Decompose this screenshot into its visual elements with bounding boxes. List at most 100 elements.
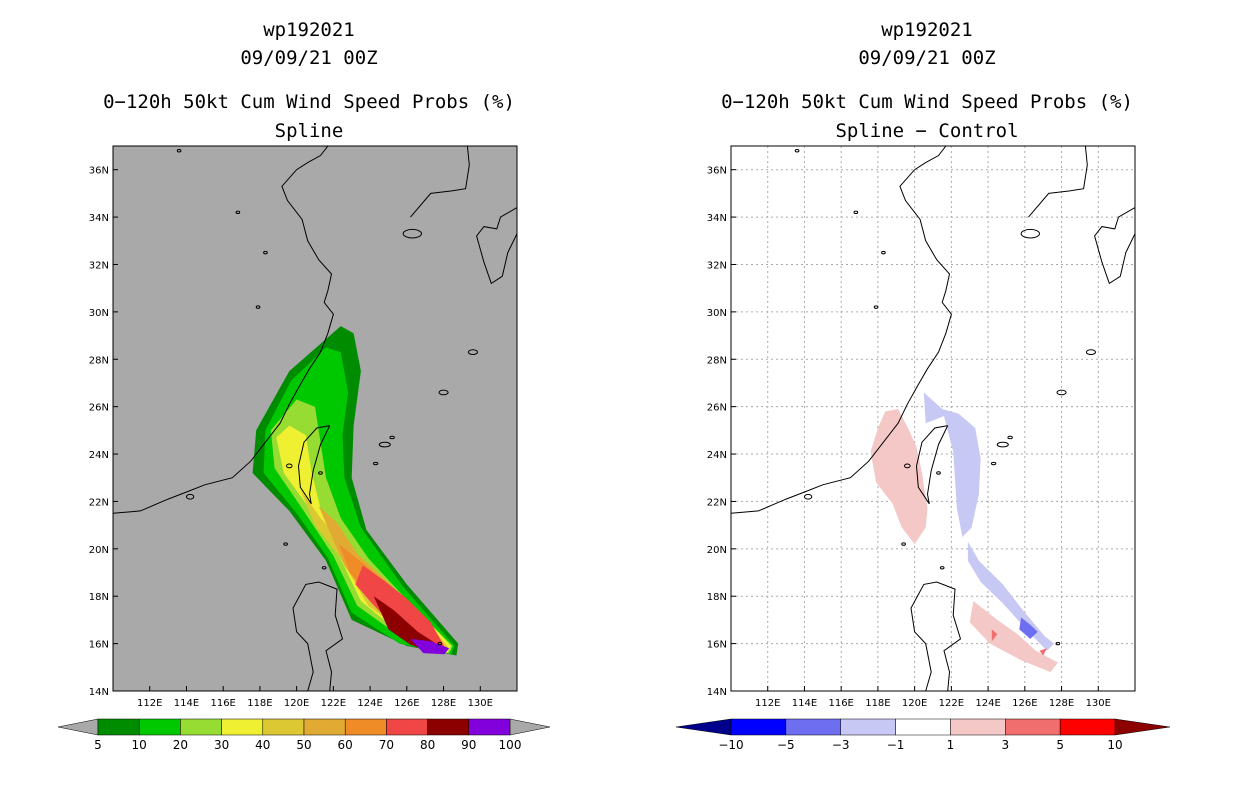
colorbar-swatch <box>950 718 1006 736</box>
y-tick-label: 34N <box>89 213 109 224</box>
storm-id: wp192021 <box>881 19 973 41</box>
y-tick-label: 30N <box>89 308 109 319</box>
island-outline <box>321 566 327 570</box>
island-outline <box>1056 389 1067 396</box>
island-outline <box>873 305 879 309</box>
colorbar-label: 100 <box>499 738 522 752</box>
y-tick-label: 16N <box>89 640 109 651</box>
y-tick-label: 24N <box>89 450 109 461</box>
island-outline <box>1055 641 1061 646</box>
colorbar-arrow-high <box>1114 718 1171 736</box>
island-outline <box>255 305 261 309</box>
y-tick-label: 28N <box>89 355 109 366</box>
island-outline <box>402 228 423 239</box>
island-outline <box>901 542 906 546</box>
island-outline <box>1085 349 1097 356</box>
contour-level-90 <box>410 638 450 655</box>
colorbar-swatch <box>303 718 346 736</box>
island-outline <box>389 435 395 440</box>
island-outline <box>378 441 391 448</box>
x-tick-label: 120E <box>284 698 309 709</box>
chart-subtitle: Spline − Control <box>835 120 1019 142</box>
island-outline <box>794 149 800 153</box>
chart-title: 0−120h 50kt Cum Wind Speed Probs (%) <box>103 91 515 113</box>
x-tick-label: 126E <box>1012 698 1037 709</box>
x-tick-label: 116E <box>828 698 853 709</box>
y-tick-label: 18N <box>707 592 727 603</box>
island-outline <box>318 471 323 475</box>
colorbar-label: 60 <box>338 738 353 752</box>
contour-level-minus1 <box>923 392 981 537</box>
island-outline <box>286 463 293 469</box>
colorbar-swatch <box>468 718 511 736</box>
y-tick-label: 36N <box>89 166 109 177</box>
coastline <box>113 146 334 514</box>
x-tick-label: 116E <box>210 698 235 709</box>
island-outline <box>904 463 911 469</box>
difference-map: 112E 114E 116E 118E 120E 122E 124E 126E 128E 130E… <box>675 145 1171 752</box>
x-tick-label: 124E <box>975 698 1000 709</box>
contour-level-80 <box>373 596 440 654</box>
island-outline <box>235 210 241 215</box>
coastline <box>1094 207 1135 285</box>
probability-map: 112E 114E 116E 118E 120E 122E 124E 126E 128E 130E… <box>57 145 551 752</box>
colorbar-arrow-low <box>57 718 99 736</box>
island-outline <box>437 641 443 646</box>
plot-frame <box>112 145 518 692</box>
island-outline <box>881 250 886 255</box>
y-tick-label: 18N <box>89 592 109 603</box>
x-tick-label: 112E <box>137 698 162 709</box>
y-tick-label: 20N <box>707 545 727 556</box>
y-tick-label: 14N <box>707 687 727 698</box>
colorbar-swatch <box>1005 718 1061 736</box>
colorbar-swatch <box>262 718 305 736</box>
x-tick-label: 112E <box>755 698 780 709</box>
x-tick-label: 126E <box>394 698 419 709</box>
colorbar-label: −1 <box>887 738 905 752</box>
island-outline <box>939 566 945 570</box>
contour-level-3 <box>1039 648 1047 656</box>
colorbar-swatch <box>840 718 896 736</box>
island-outline <box>853 210 859 215</box>
x-tick-label: 118E <box>247 698 272 709</box>
contour-level-3 <box>991 629 998 642</box>
coastline <box>297 425 331 505</box>
x-tick-label: 130E <box>468 698 493 709</box>
colorbar-label: −3 <box>832 738 850 752</box>
coastline <box>410 146 470 218</box>
x-tick-label: 130E <box>1086 698 1111 709</box>
y-tick-label: 34N <box>707 213 727 224</box>
x-tick-label: 118E <box>865 698 890 709</box>
x-tick-label: 122E <box>939 698 964 709</box>
colorbar-swatch <box>895 718 951 736</box>
island-outline <box>803 493 813 500</box>
y-tick-label: 16N <box>707 640 727 651</box>
island-outline <box>1020 228 1041 239</box>
contour-level-70 <box>355 565 446 654</box>
colorbar-label: 20 <box>173 738 188 752</box>
plot-frame <box>730 145 1136 692</box>
colorbar-swatch <box>427 718 470 736</box>
island-outline <box>990 461 997 466</box>
colorbar-label: 5 <box>94 738 102 752</box>
x-tick-label: 122E <box>321 698 346 709</box>
chart-subtitle: Spline <box>274 120 344 142</box>
contour-level-1 <box>969 601 1058 672</box>
colorbar-swatch <box>138 718 181 736</box>
colorbar-swatch <box>221 718 264 736</box>
chart-title: 0−120h 50kt Cum Wind Speed Probs (%) <box>721 91 1133 113</box>
colorbar-label: 40 <box>255 738 270 752</box>
y-tick-label: 24N <box>707 450 727 461</box>
island-outline <box>372 461 379 466</box>
island-outline <box>467 349 479 356</box>
plot-area <box>113 146 517 691</box>
colorbar-label: −5 <box>777 738 795 752</box>
x-tick-label: 124E <box>357 698 382 709</box>
colorbar-label: 5 <box>1056 738 1064 752</box>
island-outline <box>936 471 941 475</box>
island-outline <box>176 149 182 153</box>
colorbar-label: −10 <box>718 738 743 752</box>
coastline <box>1028 146 1088 218</box>
colorbar-swatch <box>180 718 222 736</box>
colorbar-label: 80 <box>420 738 435 752</box>
